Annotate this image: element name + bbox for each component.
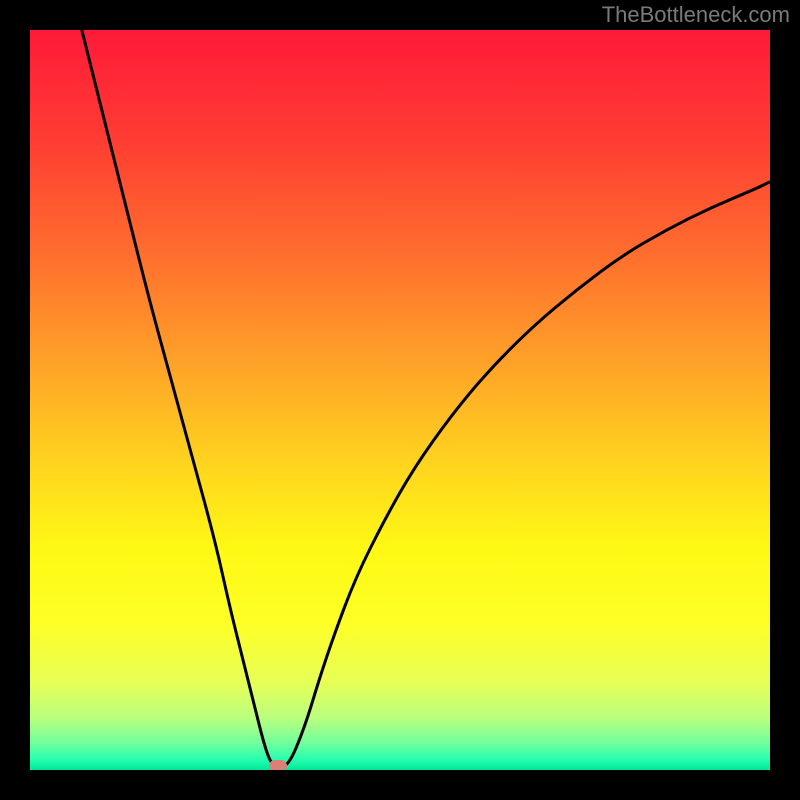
watermark-text: TheBottleneck.com xyxy=(602,2,790,28)
optimal-point-marker xyxy=(269,760,287,770)
plot-area xyxy=(30,30,770,770)
bottleneck-curve xyxy=(30,30,770,770)
curve-path xyxy=(82,30,770,767)
